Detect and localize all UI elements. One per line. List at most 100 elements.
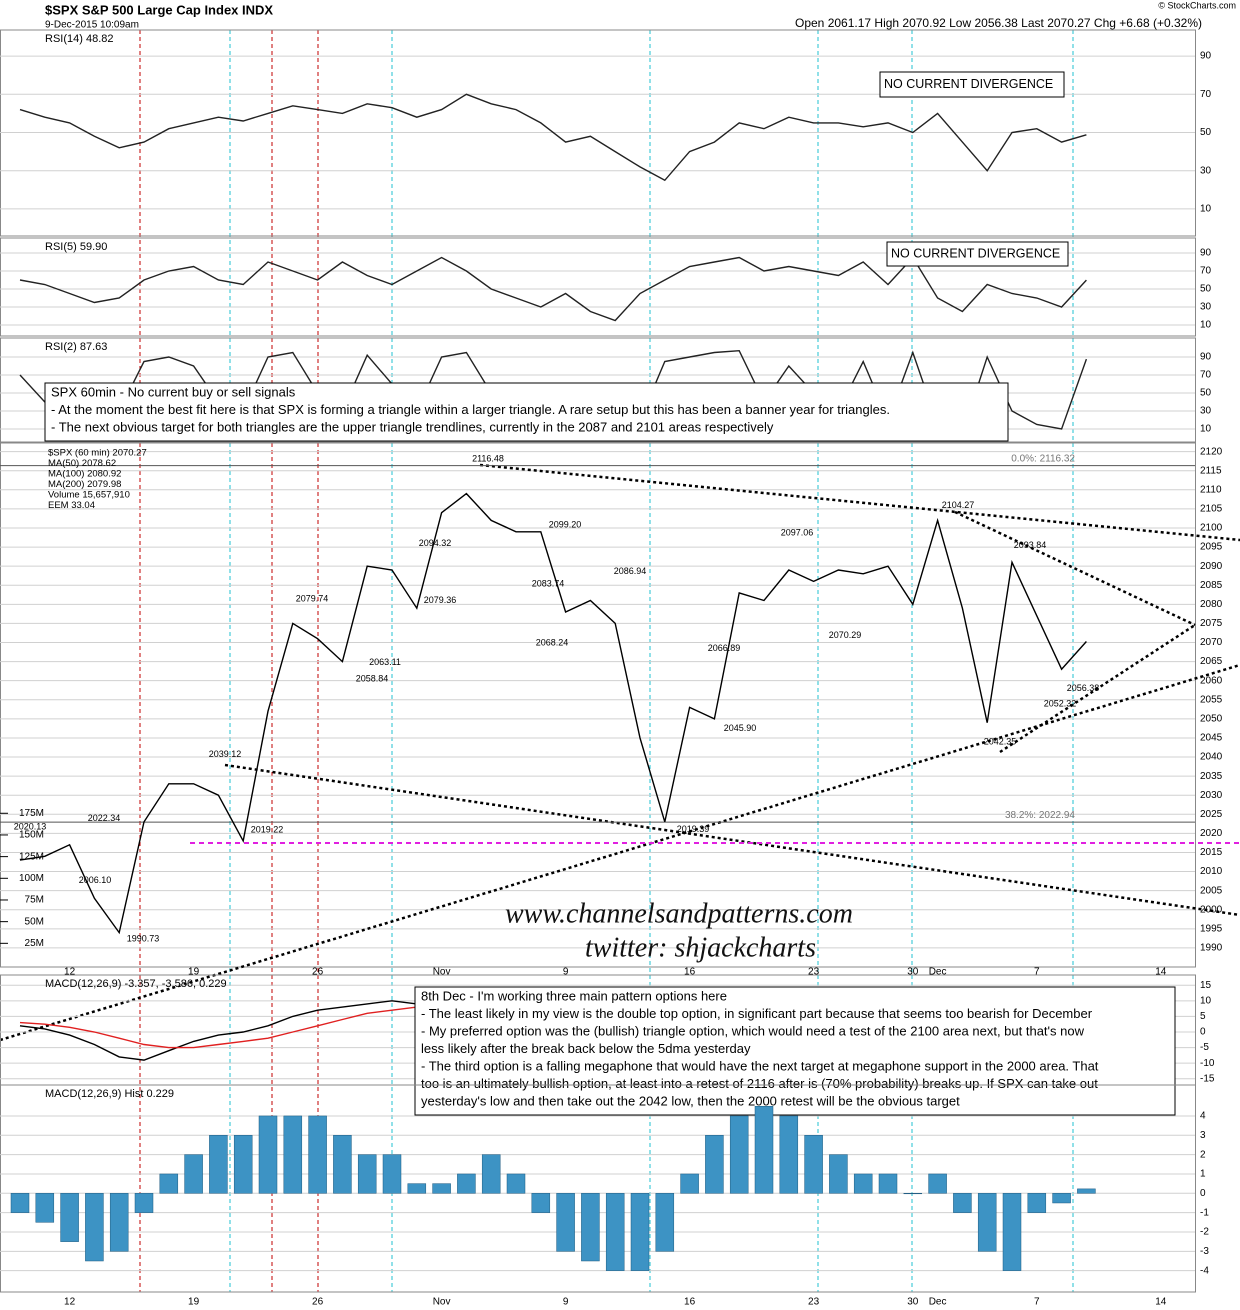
panel-frame (0, 1084, 1196, 1293)
series-line (19, 93, 1087, 182)
bar (878, 1173, 898, 1194)
y-tick-label: 0 (1200, 1188, 1206, 1199)
bar (804, 1135, 823, 1194)
legend-entry: $SPX (60 min) 2070.27 (48, 448, 147, 459)
price-annotation: 2068.24 (536, 638, 569, 648)
y-tick-label: 10 (1200, 204, 1212, 215)
panel-label: RSI(5) 59.90 (45, 241, 107, 253)
volume-tick-label: 75M (25, 895, 44, 906)
divergence-box (886, 241, 1069, 267)
y-tick-label: 2110 (1200, 484, 1222, 495)
note-line: 8th Dec - I'm working three main pattern… (421, 988, 727, 1003)
price-annotation: 1990.73 (127, 934, 160, 944)
y-tick-label: 2085 (1200, 580, 1223, 591)
x-tick-label: 23 (808, 967, 820, 978)
bar (60, 1193, 79, 1242)
trend-line (954, 510, 1196, 627)
bar (1077, 1188, 1096, 1194)
x-tick-label: Dec (929, 967, 947, 978)
y-tick-label: 2070 (1200, 637, 1223, 648)
y-tick-label: 2010 (1200, 866, 1223, 877)
volume-tick-label: 150M (19, 830, 44, 841)
x-tick-label: 26 (312, 967, 324, 978)
price-annotation: 2079.36 (424, 595, 457, 605)
x-tick-label: 19 (188, 967, 200, 978)
trend-line (224, 763, 1240, 917)
y-tick-label: -4 (1200, 1265, 1209, 1276)
note-line: - The third option is a falling megaphon… (421, 1058, 1099, 1073)
panel-label: RSI(2) 87.63 (45, 341, 107, 353)
y-tick-label: 50 (1200, 127, 1212, 138)
x-tick-label: 23 (808, 1297, 820, 1308)
y-tick-label: 3 (1200, 1130, 1206, 1141)
bar (531, 1193, 551, 1213)
price-annotation: 2039.12 (209, 749, 242, 759)
bar (1027, 1193, 1047, 1213)
bar (85, 1193, 104, 1262)
x-tick-label: 12 (64, 967, 76, 978)
bar (729, 1115, 749, 1194)
watermark: twitter: shjackcharts (585, 932, 816, 963)
bar (209, 1135, 228, 1194)
y-tick-label: -3 (1200, 1246, 1209, 1257)
bar (134, 1193, 154, 1213)
y-tick-label: 50 (1200, 388, 1212, 399)
price-annotation: 2070.29 (829, 630, 862, 640)
x-tick-label: 7 (1034, 1297, 1040, 1308)
legend-entry: Volume 15,657,910 (48, 490, 130, 501)
note-line: less likely after the break back below t… (421, 1041, 751, 1056)
y-tick-label: 2035 (1200, 771, 1223, 782)
y-tick-label: 2060 (1200, 675, 1223, 686)
y-tick-label: -1 (1200, 1207, 1209, 1218)
y-tick-label: 2015 (1200, 847, 1223, 858)
price-annotation: 2093.84 (1014, 540, 1047, 550)
price-annotation: 2006.10 (79, 875, 112, 885)
y-tick-label: 1 (1200, 1169, 1206, 1180)
x-tick-label: Dec (929, 1297, 947, 1308)
note-line: too is an ultimately bullish option, at … (421, 1076, 1098, 1091)
divergence-box (879, 71, 1065, 98)
trend-line (999, 623, 1196, 754)
y-tick-label: 30 (1200, 165, 1212, 176)
legend-entry: EEM 33.04 (48, 500, 95, 511)
bar (953, 1193, 972, 1213)
y-tick-label: 90 (1200, 352, 1212, 363)
panel-frame (0, 337, 1196, 443)
quote: Open 2061.17 High 2070.92 Low 2056.38 La… (795, 16, 1202, 30)
y-tick-label: 2030 (1200, 790, 1223, 801)
legend-entry: MA(200) 2079.98 (48, 479, 121, 490)
bar (333, 1135, 352, 1194)
y-tick-label: 70 (1200, 89, 1212, 100)
y-tick-label: 2120 (1200, 446, 1223, 457)
panel-label: MACD(12,26,9) -3.357, -3.586, 0.229 (45, 978, 227, 990)
x-tick-label: 14 (1155, 1297, 1167, 1308)
panel-frame (0, 442, 1196, 968)
y-tick-label: 30 (1200, 302, 1212, 313)
note-line: yesterday's low and then take out the 20… (421, 1093, 960, 1108)
bar (928, 1173, 947, 1194)
bar (680, 1173, 699, 1194)
bar (184, 1154, 203, 1194)
y-tick-label: -15 (1200, 1073, 1215, 1084)
x-tick-label: 7 (1034, 967, 1040, 978)
chart-title: $SPX S&P 500 Large Cap Index INDX (45, 2, 273, 17)
x-tick-label: 30 (907, 967, 919, 978)
bar (159, 1173, 179, 1194)
bar (705, 1135, 724, 1194)
price-annotation: 2083.74 (532, 578, 565, 588)
y-tick-label: 2055 (1200, 694, 1223, 705)
price-annotation: 2045.90 (724, 723, 757, 733)
price-annotation: 2099.20 (549, 519, 582, 529)
bar (10, 1193, 30, 1213)
volume-tick-label: 100M (19, 873, 44, 884)
bar (382, 1154, 402, 1194)
y-tick-label: 1990 (1200, 943, 1223, 954)
y-tick-label: 2005 (1200, 885, 1223, 896)
y-tick-label: 2040 (1200, 752, 1223, 763)
panel-label: RSI(14) 48.82 (45, 33, 113, 45)
fib-label: 38.2%: 2022.94 (1005, 810, 1075, 821)
legend-entry: MA(50) 2078.62 (48, 458, 116, 469)
divergence-text: NO CURRENT DIVERGENCE (891, 246, 1060, 260)
y-tick-label: 15 (1200, 980, 1212, 991)
